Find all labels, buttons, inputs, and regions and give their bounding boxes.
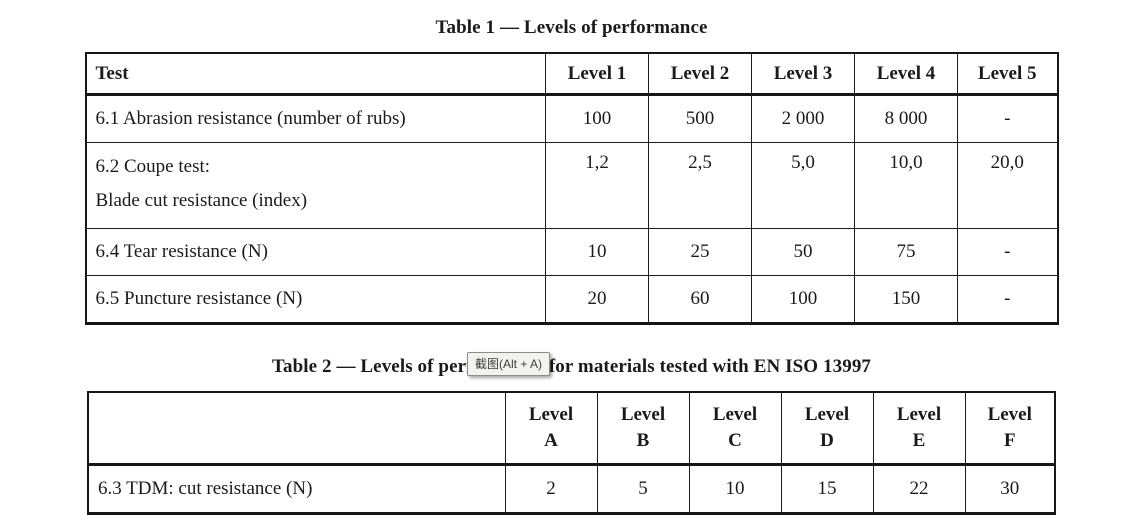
row-label: 6.4 Tear resistance (N) — [85, 228, 546, 276]
table-row-tear: 6.4 Tear resistance (N) 10 25 50 75 - — [85, 228, 1058, 276]
level-word: Level — [712, 404, 758, 426]
cell-value: 5,0 — [751, 142, 855, 229]
table2-header-level-e: Level E — [872, 391, 966, 466]
row-label: 6.2 Coupe test: Blade cut resistance (in… — [85, 142, 546, 229]
cell-value: 15 — [780, 464, 874, 514]
cell-value: 50 — [751, 228, 855, 276]
level-letter: E — [912, 430, 926, 451]
level-word: Level — [804, 404, 850, 426]
table2-header-row: Level A Level B Level C Level D Level — [87, 391, 1056, 466]
cell-value: 25 — [648, 228, 752, 276]
cell-value: 500 — [648, 94, 752, 143]
cell-value: - — [957, 275, 1058, 324]
table2-header-level-f: Level F — [964, 391, 1056, 466]
level-letter: F — [1003, 430, 1016, 451]
row-label: 6.1 Abrasion resistance (number of rubs) — [85, 94, 546, 143]
table-row-tdm-cut: 6.3 TDM: cut resistance (N) 2 5 10 15 22… — [87, 464, 1056, 514]
level-letter: A — [544, 430, 558, 451]
cell-value: 20,0 — [957, 142, 1058, 229]
cell-value: 10 — [545, 228, 649, 276]
row-label-line2: Blade cut resistance (index) — [95, 190, 308, 212]
table2-header-empty — [87, 391, 506, 466]
cell-value: 75 — [854, 228, 958, 276]
cell-value: - — [957, 94, 1058, 143]
level-letter: D — [820, 430, 834, 451]
table1-header-level2: Level 2 — [648, 52, 752, 96]
table2: Level A Level B Level C Level D Level — [87, 391, 1056, 515]
row-label: 6.3 TDM: cut resistance (N) — [87, 464, 506, 514]
level-word: Level — [620, 404, 666, 426]
cell-value: 100 — [751, 275, 855, 324]
table-row-abrasion: 6.1 Abrasion resistance (number of rubs)… — [85, 94, 1058, 143]
cell-value: 30 — [964, 464, 1056, 514]
cell-value: 150 — [854, 275, 958, 324]
cell-value: 10,0 — [854, 142, 958, 229]
table1-header-level3: Level 3 — [751, 52, 855, 96]
level-word: Level — [896, 404, 942, 426]
cell-value: 60 — [648, 275, 752, 324]
cell-value: 8 000 — [854, 94, 958, 143]
level-letter: C — [728, 430, 742, 451]
cell-value: - — [957, 228, 1058, 276]
cell-value: 22 — [872, 464, 966, 514]
level-letter: B — [636, 430, 650, 451]
table2-header-level-c: Level C — [688, 391, 782, 466]
cell-value: 2,5 — [648, 142, 752, 229]
table1-header-level4: Level 4 — [854, 52, 958, 96]
level-word: Level — [987, 404, 1032, 426]
table1-title: Table 1 — Levels of performance — [435, 17, 708, 38]
table1-header-level5: Level 5 — [957, 52, 1058, 96]
table2-header-level-a: Level A — [504, 391, 598, 466]
cell-value: 20 — [545, 275, 649, 324]
cell-value: 10 — [688, 464, 782, 514]
row-label-line1: 6.2 Coupe test: — [95, 156, 211, 177]
cell-value: 2 000 — [751, 94, 855, 143]
cell-value: 2 — [504, 464, 598, 514]
table-row-coupe-test: 6.2 Coupe test: Blade cut resistance (in… — [85, 142, 1058, 229]
screenshot-tooltip: 截图(Alt + A) — [467, 352, 551, 376]
table2-header-level-b: Level B — [596, 391, 690, 466]
row-label: 6.5 Puncture resistance (N) — [85, 275, 546, 324]
cell-value: 1,2 — [545, 142, 649, 229]
cell-value: 100 — [545, 94, 649, 143]
level-word: Level — [528, 404, 574, 426]
table1-header-test: Test — [85, 52, 546, 96]
table1-header-row: Test Level 1 Level 2 Level 3 Level 4 Lev… — [85, 52, 1058, 96]
table-row-puncture: 6.5 Puncture resistance (N) 20 60 100 15… — [85, 275, 1058, 324]
cell-value: 5 — [596, 464, 690, 514]
table2-title: Table 2 — Levels of performance for mate… — [271, 356, 872, 377]
table1-header-level1: Level 1 — [545, 52, 649, 96]
table1: Test Level 1 Level 2 Level 3 Level 4 Lev… — [84, 52, 1059, 325]
table2-header-level-d: Level D — [780, 391, 874, 466]
